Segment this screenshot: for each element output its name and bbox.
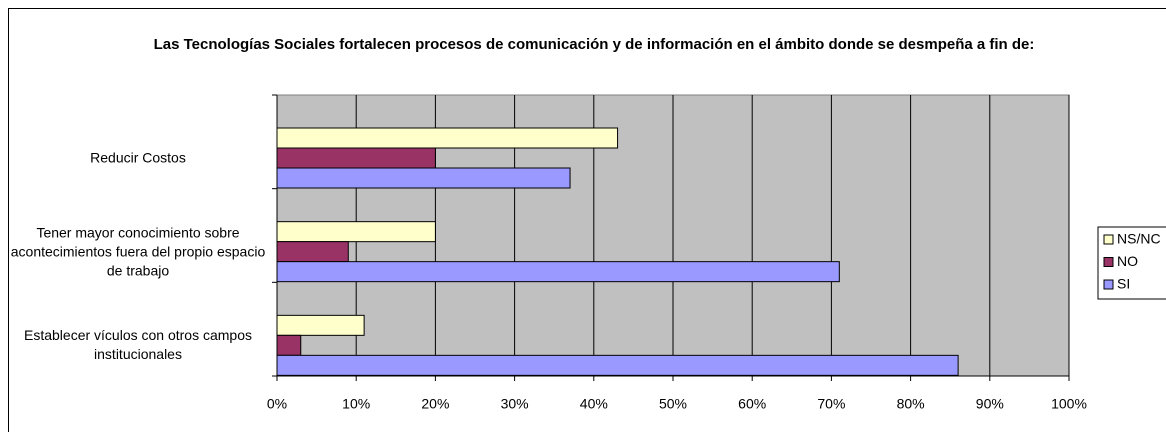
x-tick-label: 10%: [342, 396, 370, 412]
bar: [276, 334, 302, 356]
x-tick-label: 30%: [501, 396, 529, 412]
chart-title: Las Tecnologías Sociales fortalecen proc…: [153, 36, 1035, 53]
x-tick-label: 0%: [267, 396, 287, 412]
legend-swatch: [1103, 234, 1114, 245]
bar: [276, 147, 436, 169]
legend-label: NO: [1117, 253, 1138, 269]
x-tick-label: 80%: [897, 396, 925, 412]
y-tick-label: Establecer vículos con otros campos inst…: [24, 327, 252, 363]
bar: [276, 127, 619, 149]
bar: [276, 167, 571, 189]
x-tick-label: 40%: [580, 396, 608, 412]
legend-swatch: [1103, 279, 1114, 290]
bar: [276, 241, 349, 263]
y-tick-label: Reducir Costos: [90, 149, 186, 166]
x-tick-label: 70%: [817, 396, 845, 412]
legend-label: NS/NC: [1117, 231, 1161, 247]
bar: [276, 354, 959, 376]
legend-label: SI: [1117, 276, 1130, 292]
bar: [276, 314, 365, 336]
x-tick-label: 100%: [1051, 396, 1087, 412]
x-tick-label: 90%: [976, 396, 1004, 412]
x-tick-label: 60%: [738, 396, 766, 412]
bar: [276, 261, 840, 283]
legend-swatch: [1103, 257, 1114, 267]
y-tick-label: Tener mayor conocimiento sobre acontecim…: [10, 224, 266, 279]
bar: [276, 221, 436, 243]
x-tick-label: 50%: [659, 396, 687, 412]
x-tick-label: 20%: [421, 396, 449, 412]
